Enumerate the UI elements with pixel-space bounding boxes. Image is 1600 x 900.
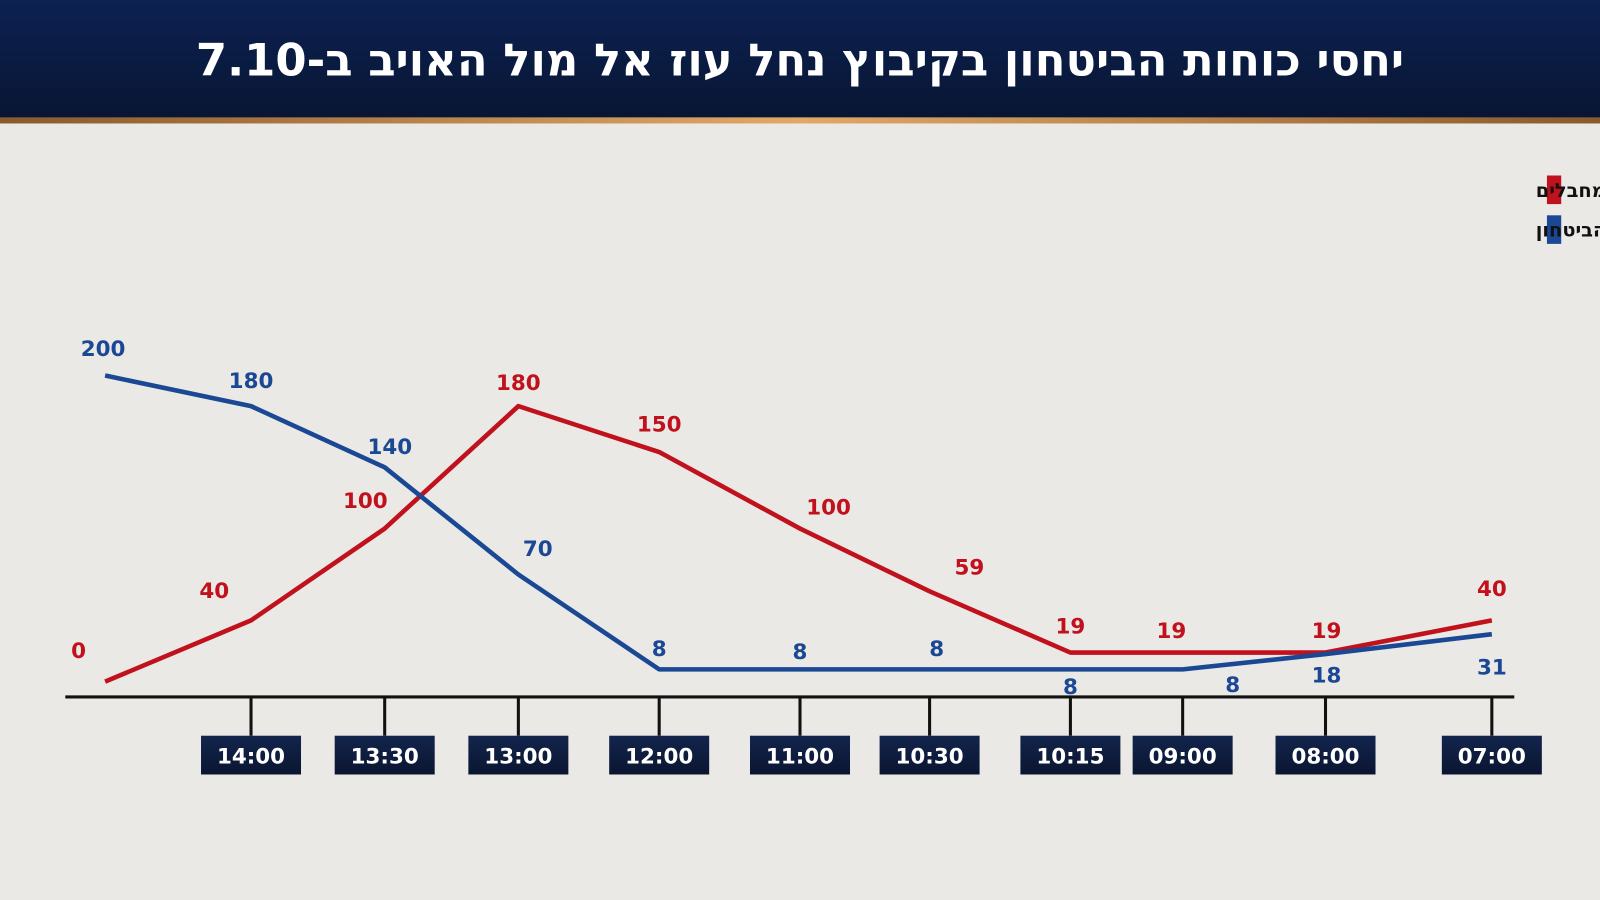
series-lines [104, 373, 1493, 684]
x-tick-box [334, 735, 435, 775]
data-label: 8 [1225, 673, 1240, 698]
legend: מחבלים כוחות הביטחון [1536, 175, 1600, 244]
x-tick-box [609, 735, 710, 775]
header: יחסי כוחות הביטחון בקיבוץ נחל עוז אל מול… [0, 0, 1600, 124]
x-tick-label: 12:00 [625, 744, 693, 769]
x-tick-box [1132, 735, 1233, 775]
data-label: 59 [954, 555, 984, 580]
x-tick-label: 10:30 [896, 744, 964, 769]
chart-title: יחסי כוחות הביטחון בקיבוץ נחל עוז אל מול… [196, 34, 1404, 87]
data-label: 40 [199, 579, 229, 604]
x-tick-label: 10:15 [1036, 744, 1104, 769]
data-label: 19 [1056, 615, 1086, 640]
header-bar [0, 0, 1600, 119]
x-tick-box [201, 735, 302, 775]
data-label: 31 [1477, 655, 1507, 680]
x-tick-label: 07:00 [1458, 744, 1526, 769]
data-label: 200 [81, 337, 126, 362]
data-label: 18 [1312, 664, 1342, 689]
x-tick-label: 08:00 [1291, 744, 1359, 769]
data-labels: 0 40 100 180 150 100 59 19 19 19 40 200 180 140 70 8 8 8 8… [71, 337, 1507, 700]
x-tick-label: 14:00 [217, 744, 285, 769]
x-tick-box [879, 735, 980, 775]
x-tick-box [1441, 735, 1542, 775]
header-stripe [0, 117, 1600, 124]
x-tick-box [468, 735, 569, 775]
x-tick-box [750, 735, 850, 775]
data-label: 8 [793, 640, 808, 665]
data-label: 19 [1312, 619, 1342, 644]
data-label: 150 [637, 413, 682, 438]
x-tick-box [1020, 735, 1121, 775]
legend-label-terrorists: מחבלים [1536, 179, 1600, 202]
data-label: 140 [367, 435, 412, 460]
data-label: 19 [1157, 619, 1187, 644]
data-label: 8 [1063, 675, 1078, 700]
x-tick-label: 09:00 [1149, 744, 1217, 769]
x-tick-box [1275, 735, 1376, 775]
data-label: 100 [806, 495, 851, 520]
legend-swatch-security-forces [1546, 215, 1562, 244]
data-label: 180 [229, 369, 274, 394]
legend-swatch-terrorists [1546, 175, 1562, 205]
data-label: 70 [523, 537, 553, 562]
data-label: 180 [496, 371, 541, 396]
data-label: 40 [1477, 577, 1507, 602]
legend-label-security-forces: כוחות הביטחון [1536, 219, 1600, 242]
x-tick-label: 11:00 [766, 744, 834, 769]
data-label: 8 [652, 637, 667, 662]
data-label: 8 [929, 637, 944, 662]
x-tick-label: 13:00 [484, 744, 552, 769]
x-tick-label: 13:30 [351, 744, 419, 769]
data-label: 100 [343, 489, 388, 514]
data-label: 0 [71, 639, 86, 664]
x-ticks: 14:00 13:30 13:00 12:00 11:00 10:30 10:15 09:00… [201, 696, 1542, 775]
